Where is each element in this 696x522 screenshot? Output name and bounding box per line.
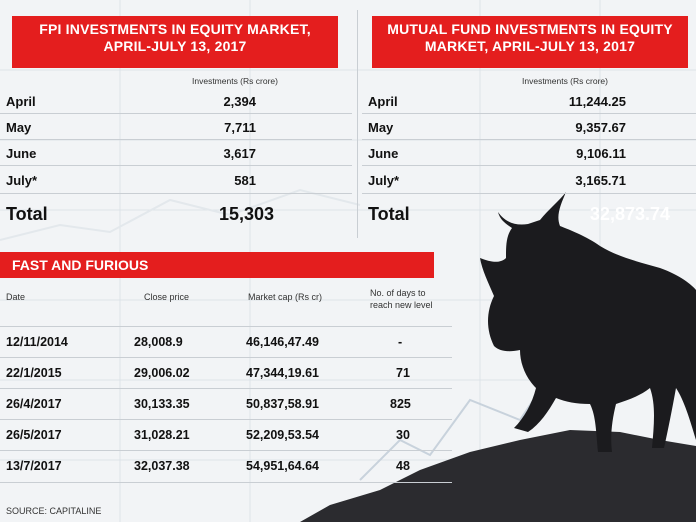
mf-column-header: Investments (Rs crore)	[522, 76, 608, 86]
ff-row: 12/11/2014 28,008.9 46,146,47.49 -	[0, 328, 460, 356]
divider	[362, 139, 696, 140]
divider	[0, 113, 352, 114]
ff-row: 22/1/2015 29,006.02 47,344,19.61 71	[0, 359, 460, 387]
divider	[0, 326, 452, 327]
mf-row-may: May 9,357.67	[362, 116, 696, 138]
mf-row-july: July* 3,165.71	[362, 169, 696, 191]
mf-total-row: Total 32,873.74	[362, 202, 696, 228]
ff-mcap: 47,344,19.61	[246, 366, 319, 380]
divider	[0, 193, 352, 194]
source-note: SOURCE: CAPITALINE	[6, 506, 102, 516]
divider	[0, 165, 352, 166]
fpi-total-value: 15,303	[218, 204, 274, 224]
ff-mcap: 52,209,53.54	[246, 428, 319, 442]
divider	[362, 193, 696, 194]
fpi-row-value: 581	[234, 173, 256, 188]
ff-close: 31,028.21	[134, 428, 190, 442]
ff-close: 29,006.02	[134, 366, 190, 380]
fpi-row-label: April	[6, 94, 36, 109]
ff-days: -	[398, 335, 403, 349]
ff-date: 13/7/2017	[6, 459, 62, 473]
ff-row: 26/5/2017 31,028.21 52,209,53.54 30	[0, 421, 460, 449]
ff-days: 71	[396, 366, 410, 380]
fpi-row-may: May 7,711	[0, 116, 352, 138]
mf-row-value: 11,244.25	[568, 94, 626, 109]
mf-row-april: April 11,244.25	[362, 90, 696, 112]
ff-col-days-line1: No. of days to	[370, 288, 426, 298]
ff-days: 825	[390, 397, 411, 411]
ff-close: 28,008.9	[134, 335, 183, 349]
divider	[0, 450, 452, 451]
fpi-row-value: 2,394	[223, 94, 256, 109]
mf-row-value: 3,165.71	[575, 173, 626, 188]
mf-row-value: 9,106.11	[576, 146, 626, 161]
fpi-total-label: Total	[6, 204, 48, 224]
fast-furious-header: FAST AND FURIOUS	[0, 252, 434, 278]
ff-col-date: Date	[6, 292, 26, 302]
ff-days: 30	[396, 428, 410, 442]
fpi-row-june: June 3,617	[0, 142, 352, 164]
divider	[362, 113, 696, 114]
fpi-title-line2: APRIL-JULY 13, 2017	[103, 38, 247, 54]
divider	[362, 165, 696, 166]
mf-row-label: July*	[368, 173, 400, 188]
ff-col-days-line2: reach new level	[370, 300, 433, 310]
mf-total-label: Total	[368, 204, 410, 224]
fpi-row-value: 3,617	[223, 146, 256, 161]
fpi-row-label: June	[6, 146, 37, 161]
divider	[0, 482, 452, 483]
mf-row-label: May	[368, 120, 394, 135]
ff-mcap: 54,951,64.64	[246, 459, 319, 473]
ff-date: 26/4/2017	[6, 397, 62, 411]
ff-days: 48	[396, 459, 410, 473]
fpi-row-label: July*	[6, 173, 38, 188]
divider	[0, 357, 452, 358]
mf-total-value: 32,873.74	[589, 204, 670, 224]
mf-row-value: 9,357.67	[575, 120, 626, 135]
mf-row-label: April	[368, 94, 398, 109]
fpi-header: FPI INVESTMENTS IN EQUITY MARKET, APRIL-…	[12, 16, 338, 68]
ff-mcap: 50,837,58.91	[246, 397, 319, 411]
ff-date: 22/1/2015	[6, 366, 62, 380]
ff-close: 32,037.38	[134, 459, 190, 473]
divider	[0, 139, 352, 140]
ff-col-mcap: Market cap (Rs cr)	[248, 292, 323, 302]
bull-silhouette	[480, 192, 696, 452]
ff-date: 12/11/2014	[6, 335, 68, 349]
divider	[0, 419, 452, 420]
fpi-panel: FPI INVESTMENTS IN EQUITY MARKET, APRIL-…	[0, 0, 352, 238]
mf-row-label: June	[368, 146, 399, 161]
panel-divider	[357, 10, 358, 238]
divider	[0, 388, 452, 389]
ff-row: 26/4/2017 30,133.35 50,837,58.91 825	[0, 390, 460, 418]
mf-panel: MUTUAL FUND INVESTMENTS IN EQUITY MARKET…	[362, 0, 696, 238]
fpi-row-april: April 2,394	[0, 90, 352, 112]
fpi-row-value: 7,711	[224, 120, 256, 135]
mf-title-line1: MUTUAL FUND INVESTMENTS IN EQUITY	[387, 21, 673, 37]
ff-mcap: 46,146,47.49	[246, 335, 319, 349]
fpi-total-row: Total 15,303	[0, 202, 352, 228]
mf-row-june: June 9,106.11	[362, 142, 696, 164]
ff-date: 26/5/2017	[6, 428, 62, 442]
rock-silhouette	[300, 430, 696, 522]
fpi-column-header: Investments (Rs crore)	[192, 76, 278, 86]
mf-title-line2: MARKET, APRIL-JULY 13, 2017	[424, 38, 636, 54]
fpi-row-label: May	[6, 120, 32, 135]
ff-col-close: Close price	[144, 292, 190, 302]
fpi-row-july: July* 581	[0, 169, 352, 191]
mf-header: MUTUAL FUND INVESTMENTS IN EQUITY MARKET…	[372, 16, 688, 68]
fpi-title-line1: FPI INVESTMENTS IN EQUITY MARKET,	[39, 21, 311, 37]
ff-close: 30,133.35	[134, 397, 190, 411]
ff-row: 13/7/2017 32,037.38 54,951,64.64 48	[0, 452, 460, 480]
